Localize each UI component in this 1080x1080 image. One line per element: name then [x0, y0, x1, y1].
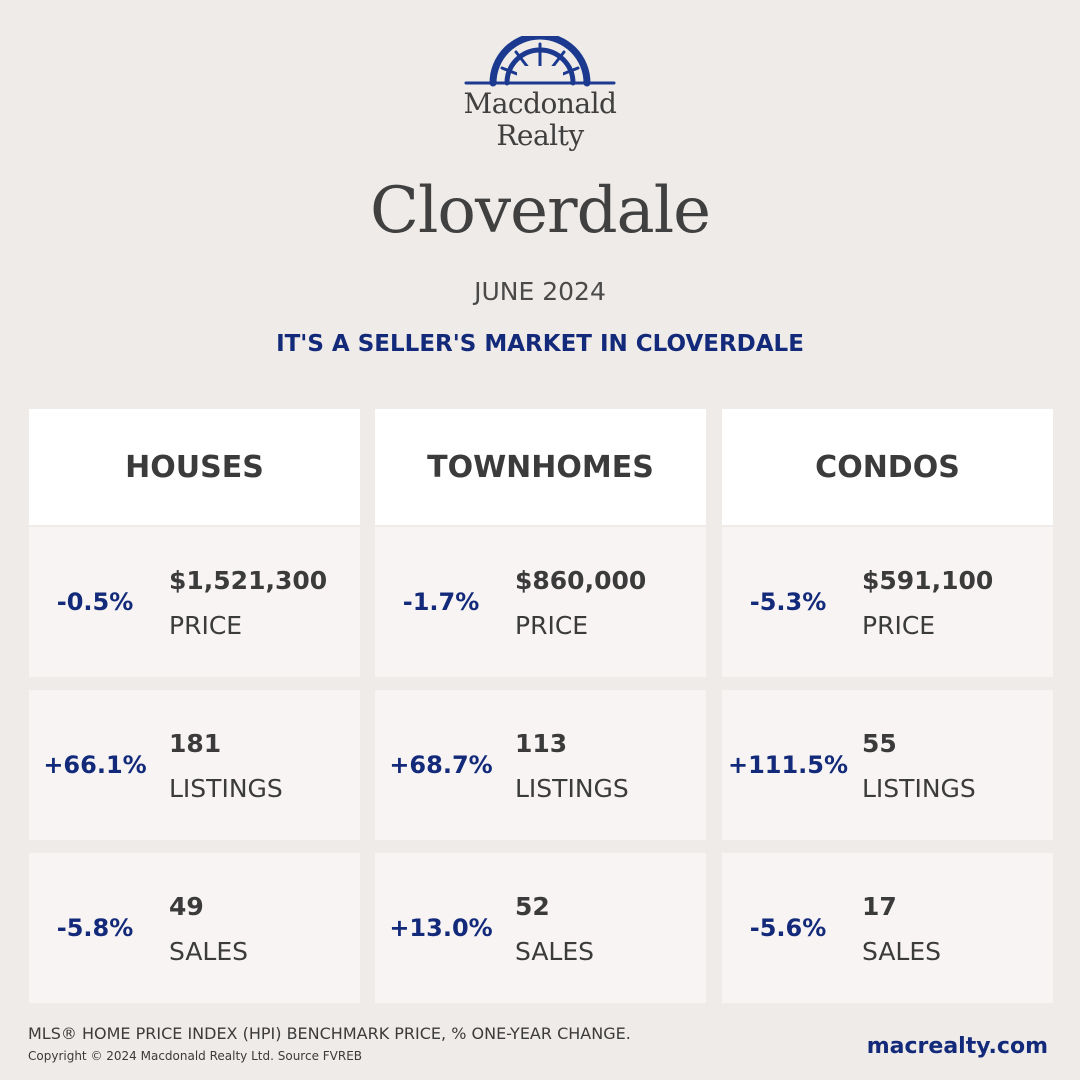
- stat-value: 181: [169, 729, 222, 758]
- stat-value: 49: [169, 892, 204, 921]
- listings-card: +66.1% 181 LISTINGS: [29, 690, 360, 840]
- price-card: -1.7% $860,000 PRICE: [375, 527, 706, 677]
- stat-value: 17: [862, 892, 897, 921]
- column-title: CONDOS: [722, 409, 1053, 525]
- listings-card: +111.5% 55 LISTINGS: [722, 690, 1053, 840]
- stat-label: PRICE: [515, 611, 589, 640]
- column-title: TOWNHOMES: [375, 409, 706, 525]
- stat-value: 113: [515, 729, 568, 758]
- brand-name-line1: Macdonald: [463, 87, 617, 120]
- stat-value: $860,000: [515, 566, 647, 595]
- stat-value: $1,521,300: [169, 566, 328, 595]
- sales-card: +13.0% 52 SALES: [375, 853, 706, 1003]
- price-card: -5.3% $591,100 PRICE: [722, 527, 1053, 677]
- copyright-text: Copyright © 2024 Macdonald Realty Ltd. S…: [28, 1049, 363, 1063]
- stat-label: LISTINGS: [515, 774, 629, 803]
- stat-value: 52: [515, 892, 550, 921]
- stat-label: SALES: [515, 937, 595, 966]
- change-percent: -5.6%: [749, 914, 827, 942]
- stat-label: SALES: [169, 937, 249, 966]
- change-percent: +66.1%: [43, 751, 147, 779]
- sales-card: -5.6% 17 SALES: [722, 853, 1053, 1003]
- city-title: Cloverdale: [369, 174, 711, 248]
- change-percent: -5.3%: [749, 588, 827, 616]
- change-percent: +13.0%: [389, 914, 493, 942]
- hpi-footnote: MLS® HOME PRICE INDEX (HPI) BENCHMARK PR…: [28, 1024, 631, 1043]
- stat-label: PRICE: [169, 611, 243, 640]
- stat-label: LISTINGS: [862, 774, 976, 803]
- listings-card: +68.7% 113 LISTINGS: [375, 690, 706, 840]
- sales-card: -5.8% 49 SALES: [29, 853, 360, 1003]
- column-title: HOUSES: [29, 409, 360, 525]
- stat-label: LISTINGS: [169, 774, 283, 803]
- market-headline: IT'S A SELLER'S MARKET IN CLOVERDALE: [276, 331, 804, 357]
- sunburst-logo-icon: [464, 36, 616, 87]
- change-percent: +111.5%: [727, 751, 849, 779]
- stat-label: SALES: [862, 937, 942, 966]
- change-percent: -0.5%: [56, 588, 134, 616]
- report-period: JUNE 2024: [474, 277, 606, 306]
- brand-logo: Macdonald Realty: [0, 36, 1080, 152]
- website-link[interactable]: macrealty.com: [866, 1034, 1048, 1059]
- change-percent: +68.7%: [389, 751, 493, 779]
- change-percent: -1.7%: [402, 588, 480, 616]
- brand-name-line2: Realty: [496, 119, 584, 152]
- change-percent: -5.8%: [56, 914, 134, 942]
- stat-value: $591,100: [862, 566, 994, 595]
- price-card: -0.5% $1,521,300 PRICE: [29, 527, 360, 677]
- stat-value: 55: [862, 729, 897, 758]
- stat-label: PRICE: [862, 611, 936, 640]
